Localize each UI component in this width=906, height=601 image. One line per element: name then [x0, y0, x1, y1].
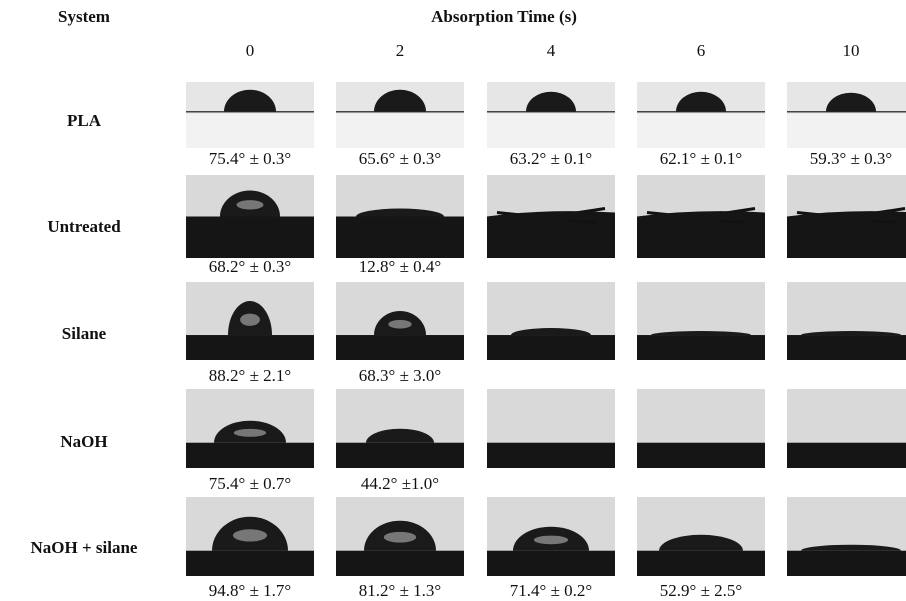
- droplet-image: [336, 389, 464, 468]
- substrate: [336, 114, 464, 148]
- highlight: [234, 429, 266, 437]
- contact-angle: 62.1° ± 0.1°: [660, 149, 742, 168]
- highlight: [534, 536, 568, 545]
- substrate: [186, 551, 314, 576]
- row-label: Silane: [62, 324, 107, 343]
- contact-angle: 94.8° ± 1.7°: [209, 581, 291, 600]
- contact-angle: 59.3° ± 0.3°: [810, 149, 892, 168]
- contact-angle: 81.2° ± 1.3°: [359, 581, 441, 600]
- substrate: [487, 217, 615, 259]
- droplet-image: [787, 175, 906, 258]
- substrate: [487, 335, 615, 360]
- substrate: [637, 443, 765, 468]
- time-label: 6: [697, 41, 706, 60]
- time-header: Absorption Time (s): [431, 7, 577, 26]
- substrate: [336, 443, 464, 468]
- time-label: 2: [396, 41, 405, 60]
- highlight: [237, 200, 264, 209]
- droplet-image: [336, 497, 464, 576]
- contact-angle: 65.6° ± 0.3°: [359, 149, 441, 168]
- contact-angle: 88.2° ± 2.1°: [209, 366, 291, 385]
- contact-angle: 68.3° ± 3.0°: [359, 366, 441, 385]
- contact-angle: 71.4° ± 0.2°: [510, 581, 592, 600]
- droplet-image: [336, 282, 464, 360]
- droplet-image: [186, 389, 314, 468]
- substrate: [787, 335, 906, 360]
- contact-angle: 75.4° ± 0.7°: [209, 474, 291, 493]
- droplet-image: [336, 175, 464, 258]
- droplet-image: [787, 497, 906, 576]
- contact-angle: 75.4° ± 0.3°: [209, 149, 291, 168]
- substrate: [637, 217, 765, 259]
- substrate: [637, 114, 765, 148]
- substrate: [186, 443, 314, 468]
- droplet-image: [336, 82, 464, 148]
- system-header: System: [58, 7, 110, 26]
- droplet-image: [787, 82, 906, 148]
- substrate: [637, 551, 765, 576]
- droplet-image: [487, 82, 615, 148]
- droplet-image: [487, 497, 615, 576]
- substrate: [487, 551, 615, 576]
- time-label: 10: [843, 41, 860, 60]
- droplet-image: [787, 282, 906, 360]
- droplet-image: [186, 282, 314, 360]
- substrate: [186, 114, 314, 148]
- contact-angle: 52.9° ± 2.5°: [660, 581, 742, 600]
- droplet-image: [186, 82, 314, 148]
- substrate: [186, 335, 314, 360]
- droplet-image: [637, 282, 765, 360]
- contact-angle: 68.2° ± 0.3°: [209, 257, 291, 276]
- highlight: [384, 532, 416, 543]
- substrate: [336, 217, 464, 259]
- row-label: NaOH + silane: [31, 538, 138, 557]
- substrate: [186, 217, 314, 259]
- contact-angle: 12.8° ± 0.4°: [359, 257, 441, 276]
- substrate: [487, 443, 615, 468]
- figure: System Absorption Time (s) 0 2 4 6 10 PLA 75.4…: [0, 0, 906, 601]
- droplet-image: [637, 497, 765, 576]
- droplet-image: [637, 82, 765, 148]
- time-label: 4: [547, 41, 556, 60]
- droplet-image: [487, 282, 615, 360]
- droplet-image: [487, 175, 615, 258]
- contact-angle: 63.2° ± 0.1°: [510, 149, 592, 168]
- droplet-image: [186, 497, 314, 576]
- substrate: [787, 443, 906, 468]
- substrate: [336, 551, 464, 576]
- droplet-image: [637, 175, 765, 258]
- contact-angle: 44.2° ±1.0°: [361, 474, 439, 493]
- highlight: [388, 320, 411, 329]
- substrate: [787, 114, 906, 148]
- time-label: 0: [246, 41, 255, 60]
- substrate: [637, 335, 765, 360]
- row-label: PLA: [67, 111, 102, 130]
- substrate: [787, 551, 906, 576]
- substrate: [336, 335, 464, 360]
- row-label: Untreated: [47, 217, 121, 236]
- droplet-image: [186, 175, 314, 258]
- droplet-image: [637, 389, 765, 468]
- droplet-image: [487, 389, 615, 468]
- substrate: [487, 114, 615, 148]
- highlight: [233, 529, 267, 541]
- droplet-image: [787, 389, 906, 468]
- row-label: NaOH: [60, 432, 107, 451]
- highlight: [240, 314, 260, 326]
